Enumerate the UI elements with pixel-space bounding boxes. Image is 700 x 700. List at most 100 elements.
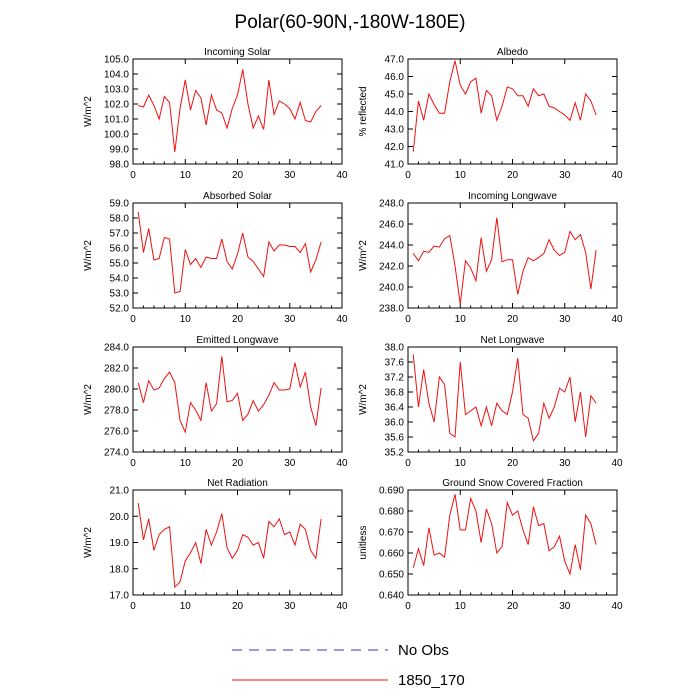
- x-tick-label: 0: [130, 458, 136, 469]
- x-tick-label: 20: [232, 458, 244, 469]
- y-tick-label: 242.0: [379, 262, 404, 273]
- y-axis-label: W/m^2: [358, 384, 369, 415]
- plot-frame: [407, 58, 618, 165]
- y-tick-label: 102.0: [104, 100, 129, 111]
- y-tick-label: 45.0: [385, 90, 405, 101]
- panel-title: Emitted Longwave: [196, 335, 279, 346]
- y-tick-label: 35.6: [385, 433, 405, 444]
- x-tick-label: 40: [611, 170, 623, 181]
- y-tick-label: 244.0: [379, 241, 404, 252]
- y-axis-label: W/m^2: [83, 96, 94, 127]
- y-tick-label: 53.0: [110, 289, 130, 300]
- x-tick-label: 20: [232, 314, 244, 325]
- panel-title: Net Radiation: [207, 478, 268, 489]
- y-tick-label: 248.0: [379, 199, 404, 210]
- panel-net-longwave: Net Longwave W/m^2 35.2 35.6 36.0 36.4 36.8 37.…: [358, 335, 623, 469]
- y-tick-label: 240.0: [379, 283, 404, 294]
- panels-group: Incoming SolarW/m^298.099.0100.0101.0102…: [83, 47, 623, 612]
- y-tick-label: 0.670: [379, 528, 404, 539]
- x-tick-label: 40: [611, 601, 623, 612]
- x-tick-label: 0: [405, 458, 411, 469]
- figure-title: Polar(60-90N,-180W-180E): [235, 12, 466, 33]
- x-tick-label: 10: [180, 458, 192, 469]
- y-tick-label: 0.660: [379, 549, 404, 560]
- y-axis-label: W/m^2: [358, 240, 369, 271]
- y-tick-label: 35.2: [385, 448, 405, 459]
- x-tick-label: 10: [180, 170, 192, 181]
- x-tick-label: 10: [455, 601, 467, 612]
- y-tick-label: 42.0: [385, 142, 405, 153]
- x-tick-label: 20: [507, 314, 519, 325]
- y-tick-label: 238.0: [379, 304, 404, 315]
- y-tick-label: 100.0: [104, 130, 129, 141]
- x-tick-label: 20: [232, 170, 244, 181]
- series-line-1850-170: [412, 494, 597, 576]
- y-tick-label: 44.0: [385, 107, 405, 118]
- y-tick-label: 104.0: [104, 70, 129, 81]
- panel-net-radiation: Net Radiation W/m^2 17.0 18.0 19.0 20.0 21.0 0 1…: [83, 478, 348, 612]
- y-tick-label: 43.0: [385, 125, 405, 136]
- y-tick-label: 101.0: [104, 115, 129, 126]
- panel-emitted-longwave: Emitted Longwave W/m^2 274.0 276.0 278.0 280.…: [83, 335, 348, 469]
- y-tick-label: 0.680: [379, 507, 404, 518]
- y-tick-label: 280.0: [104, 385, 129, 396]
- y-tick-label: 0.650: [379, 570, 404, 581]
- x-tick-label: 0: [405, 601, 411, 612]
- x-tick-label: 40: [336, 170, 348, 181]
- y-tick-label: 59.0: [110, 199, 130, 210]
- y-tick-label: 37.6: [385, 358, 405, 369]
- y-tick-label: 19.0: [110, 538, 130, 549]
- panel-title: Incoming Solar: [204, 47, 271, 58]
- x-tick-label: 30: [284, 601, 296, 612]
- y-tick-label: 278.0: [104, 406, 129, 417]
- series-line-1850-170: [137, 211, 322, 294]
- y-tick-label: 284.0: [104, 343, 129, 354]
- y-tick-label: 99.0: [110, 145, 130, 156]
- y-tick-label: 36.0: [385, 418, 405, 429]
- y-tick-label: 46.0: [385, 72, 405, 83]
- panel-title: Ground Snow Covered Fraction: [442, 478, 583, 489]
- x-tick-label: 20: [507, 458, 519, 469]
- panel-title: Net Longwave: [481, 335, 545, 346]
- panel-incoming-longwave: Incoming Longwave W/m^2 238.0 240.0 242.0 244…: [358, 191, 623, 325]
- y-tick-label: 21.0: [110, 486, 130, 497]
- y-tick-label: 58.0: [110, 214, 130, 225]
- y-tick-label: 282.0: [104, 364, 129, 375]
- series-line-1850-170: [137, 503, 322, 589]
- x-tick-label: 40: [336, 458, 348, 469]
- x-tick-label: 30: [284, 458, 296, 469]
- y-axis-label: % reflected: [358, 86, 369, 136]
- x-tick-label: 30: [559, 458, 571, 469]
- y-tick-label: 18.0: [110, 564, 130, 575]
- x-tick-label: 0: [130, 170, 136, 181]
- y-tick-label: 37.2: [385, 373, 405, 384]
- plot-frame: [132, 346, 343, 453]
- y-tick-label: 0.690: [379, 486, 404, 497]
- y-axis-label: W/m^2: [83, 527, 94, 558]
- panel-title: Albedo: [497, 47, 529, 58]
- x-tick-label: 30: [284, 170, 296, 181]
- panel-ground-snow-covered-fraction: Ground Snow Covered Fraction unitless 0.64…: [358, 478, 623, 612]
- y-tick-label: 103.0: [104, 85, 129, 96]
- y-tick-label: 246.0: [379, 220, 404, 231]
- y-tick-label: 98.0: [110, 160, 130, 171]
- x-tick-label: 40: [336, 601, 348, 612]
- series-line-1850-170: [412, 217, 597, 304]
- y-tick-label: 105.0: [104, 55, 129, 66]
- x-tick-label: 30: [559, 170, 571, 181]
- legend-label-1850-170: 1850_170: [398, 672, 465, 689]
- x-tick-label: 40: [336, 314, 348, 325]
- series-line-1850-170: [137, 356, 322, 434]
- x-tick-label: 0: [405, 314, 411, 325]
- x-tick-label: 20: [232, 601, 244, 612]
- y-tick-label: 20.0: [110, 512, 130, 523]
- panel-albedo: Albedo % reflected 41.0 42.0 43.0 44.0 45.0 46.…: [358, 47, 623, 181]
- x-tick-label: 0: [130, 601, 136, 612]
- x-tick-label: 10: [180, 314, 192, 325]
- panel-title: Incoming Longwave: [468, 191, 557, 202]
- x-tick-label: 20: [507, 601, 519, 612]
- x-tick-label: 10: [455, 314, 467, 325]
- panel-incoming-solar: Incoming SolarW/m^298.099.0100.0101.0102…: [83, 47, 348, 181]
- x-tick-label: 10: [455, 458, 467, 469]
